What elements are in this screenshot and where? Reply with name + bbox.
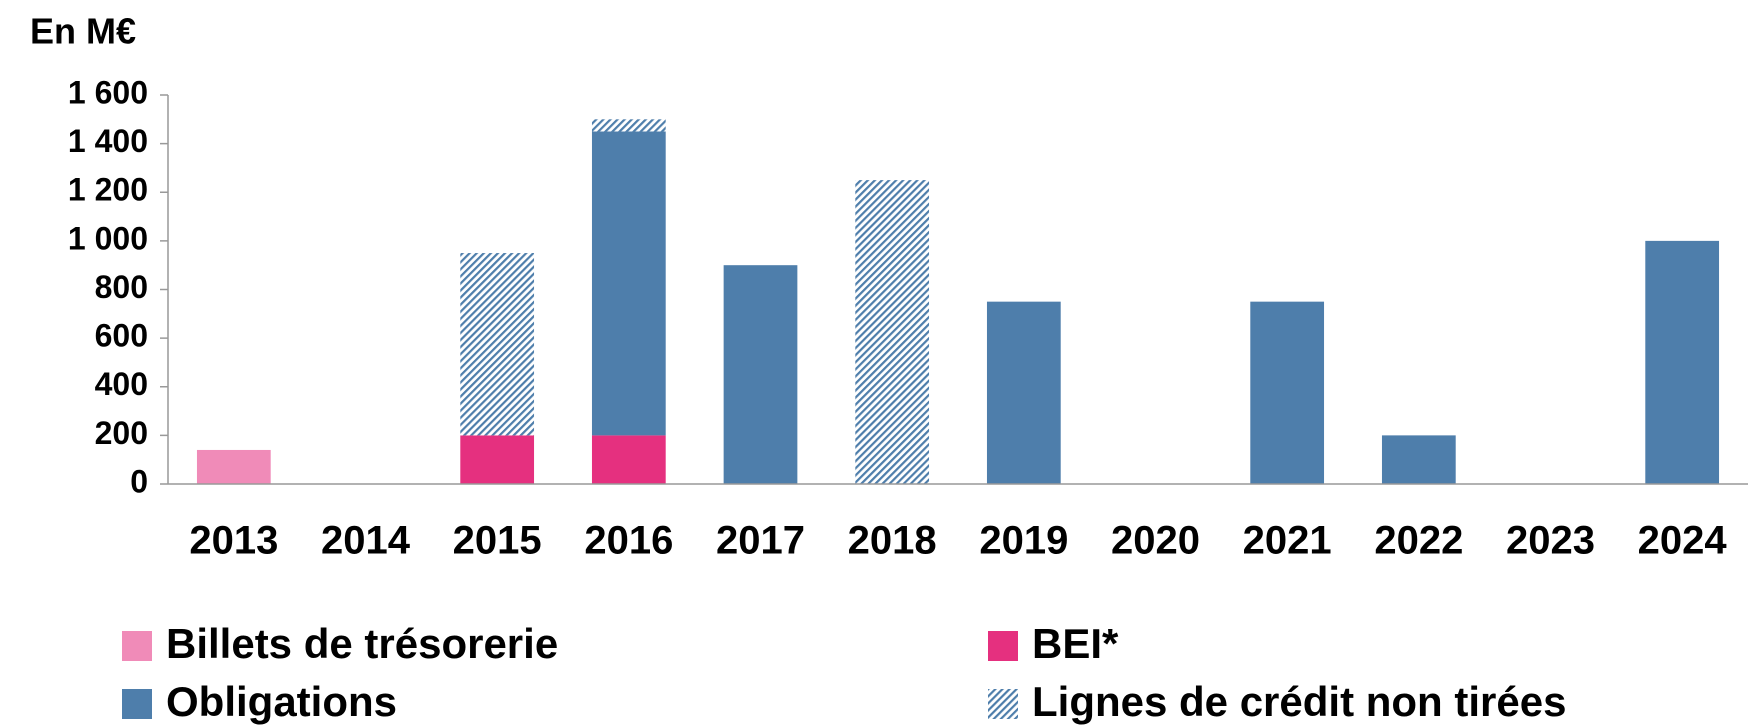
y-tick-label: 1 400 — [68, 123, 148, 159]
x-tick-label: 2017 — [716, 519, 805, 563]
x-tick-label: 2021 — [1243, 519, 1332, 563]
bar-segment — [591, 435, 666, 484]
bar-segment — [1381, 435, 1456, 484]
y-tick-label: 0 — [130, 463, 148, 499]
bar-segment — [1645, 240, 1720, 484]
x-tick-label: 2022 — [1374, 519, 1463, 563]
legend-swatch — [988, 631, 1018, 661]
bar-segment — [591, 131, 666, 436]
x-tick-label: 2015 — [453, 519, 542, 563]
x-tick-label: 2023 — [1506, 519, 1595, 563]
bar-segment — [723, 265, 798, 484]
legend-label: BEI* — [1032, 620, 1119, 667]
x-tick-label: 2014 — [321, 519, 411, 563]
x-tick-label: 2013 — [189, 519, 278, 563]
y-tick-label: 1 600 — [68, 74, 148, 110]
bar-segment — [591, 119, 666, 132]
x-tick-label: 2018 — [848, 519, 937, 563]
x-tick-label: 2016 — [584, 519, 673, 563]
y-tick-label: 1 000 — [68, 220, 148, 256]
x-tick-label: 2019 — [979, 519, 1068, 563]
legend-swatch — [122, 689, 152, 719]
y-tick-label: 200 — [95, 415, 148, 451]
x-tick-label: 2024 — [1638, 519, 1728, 563]
y-tick-label: 400 — [95, 366, 148, 402]
bar-segment — [1250, 301, 1325, 484]
x-tick-label: 2020 — [1111, 519, 1200, 563]
legend-swatch — [122, 631, 152, 661]
chart-title: En M€ — [30, 11, 136, 52]
y-tick-label: 1 200 — [68, 172, 148, 208]
y-tick-label: 800 — [95, 269, 148, 305]
legend-label: Obligations — [166, 678, 397, 725]
legend-label: Billets de trésorerie — [166, 620, 558, 667]
legend-swatch — [988, 689, 1018, 719]
bar-segment — [460, 253, 535, 436]
bar-segment — [460, 435, 535, 484]
y-tick-label: 600 — [95, 318, 148, 354]
legend-label: Lignes de crédit non tirées — [1032, 678, 1566, 725]
bar-segment — [986, 301, 1061, 484]
bar-segment — [855, 180, 930, 484]
bar-segment — [196, 449, 271, 484]
